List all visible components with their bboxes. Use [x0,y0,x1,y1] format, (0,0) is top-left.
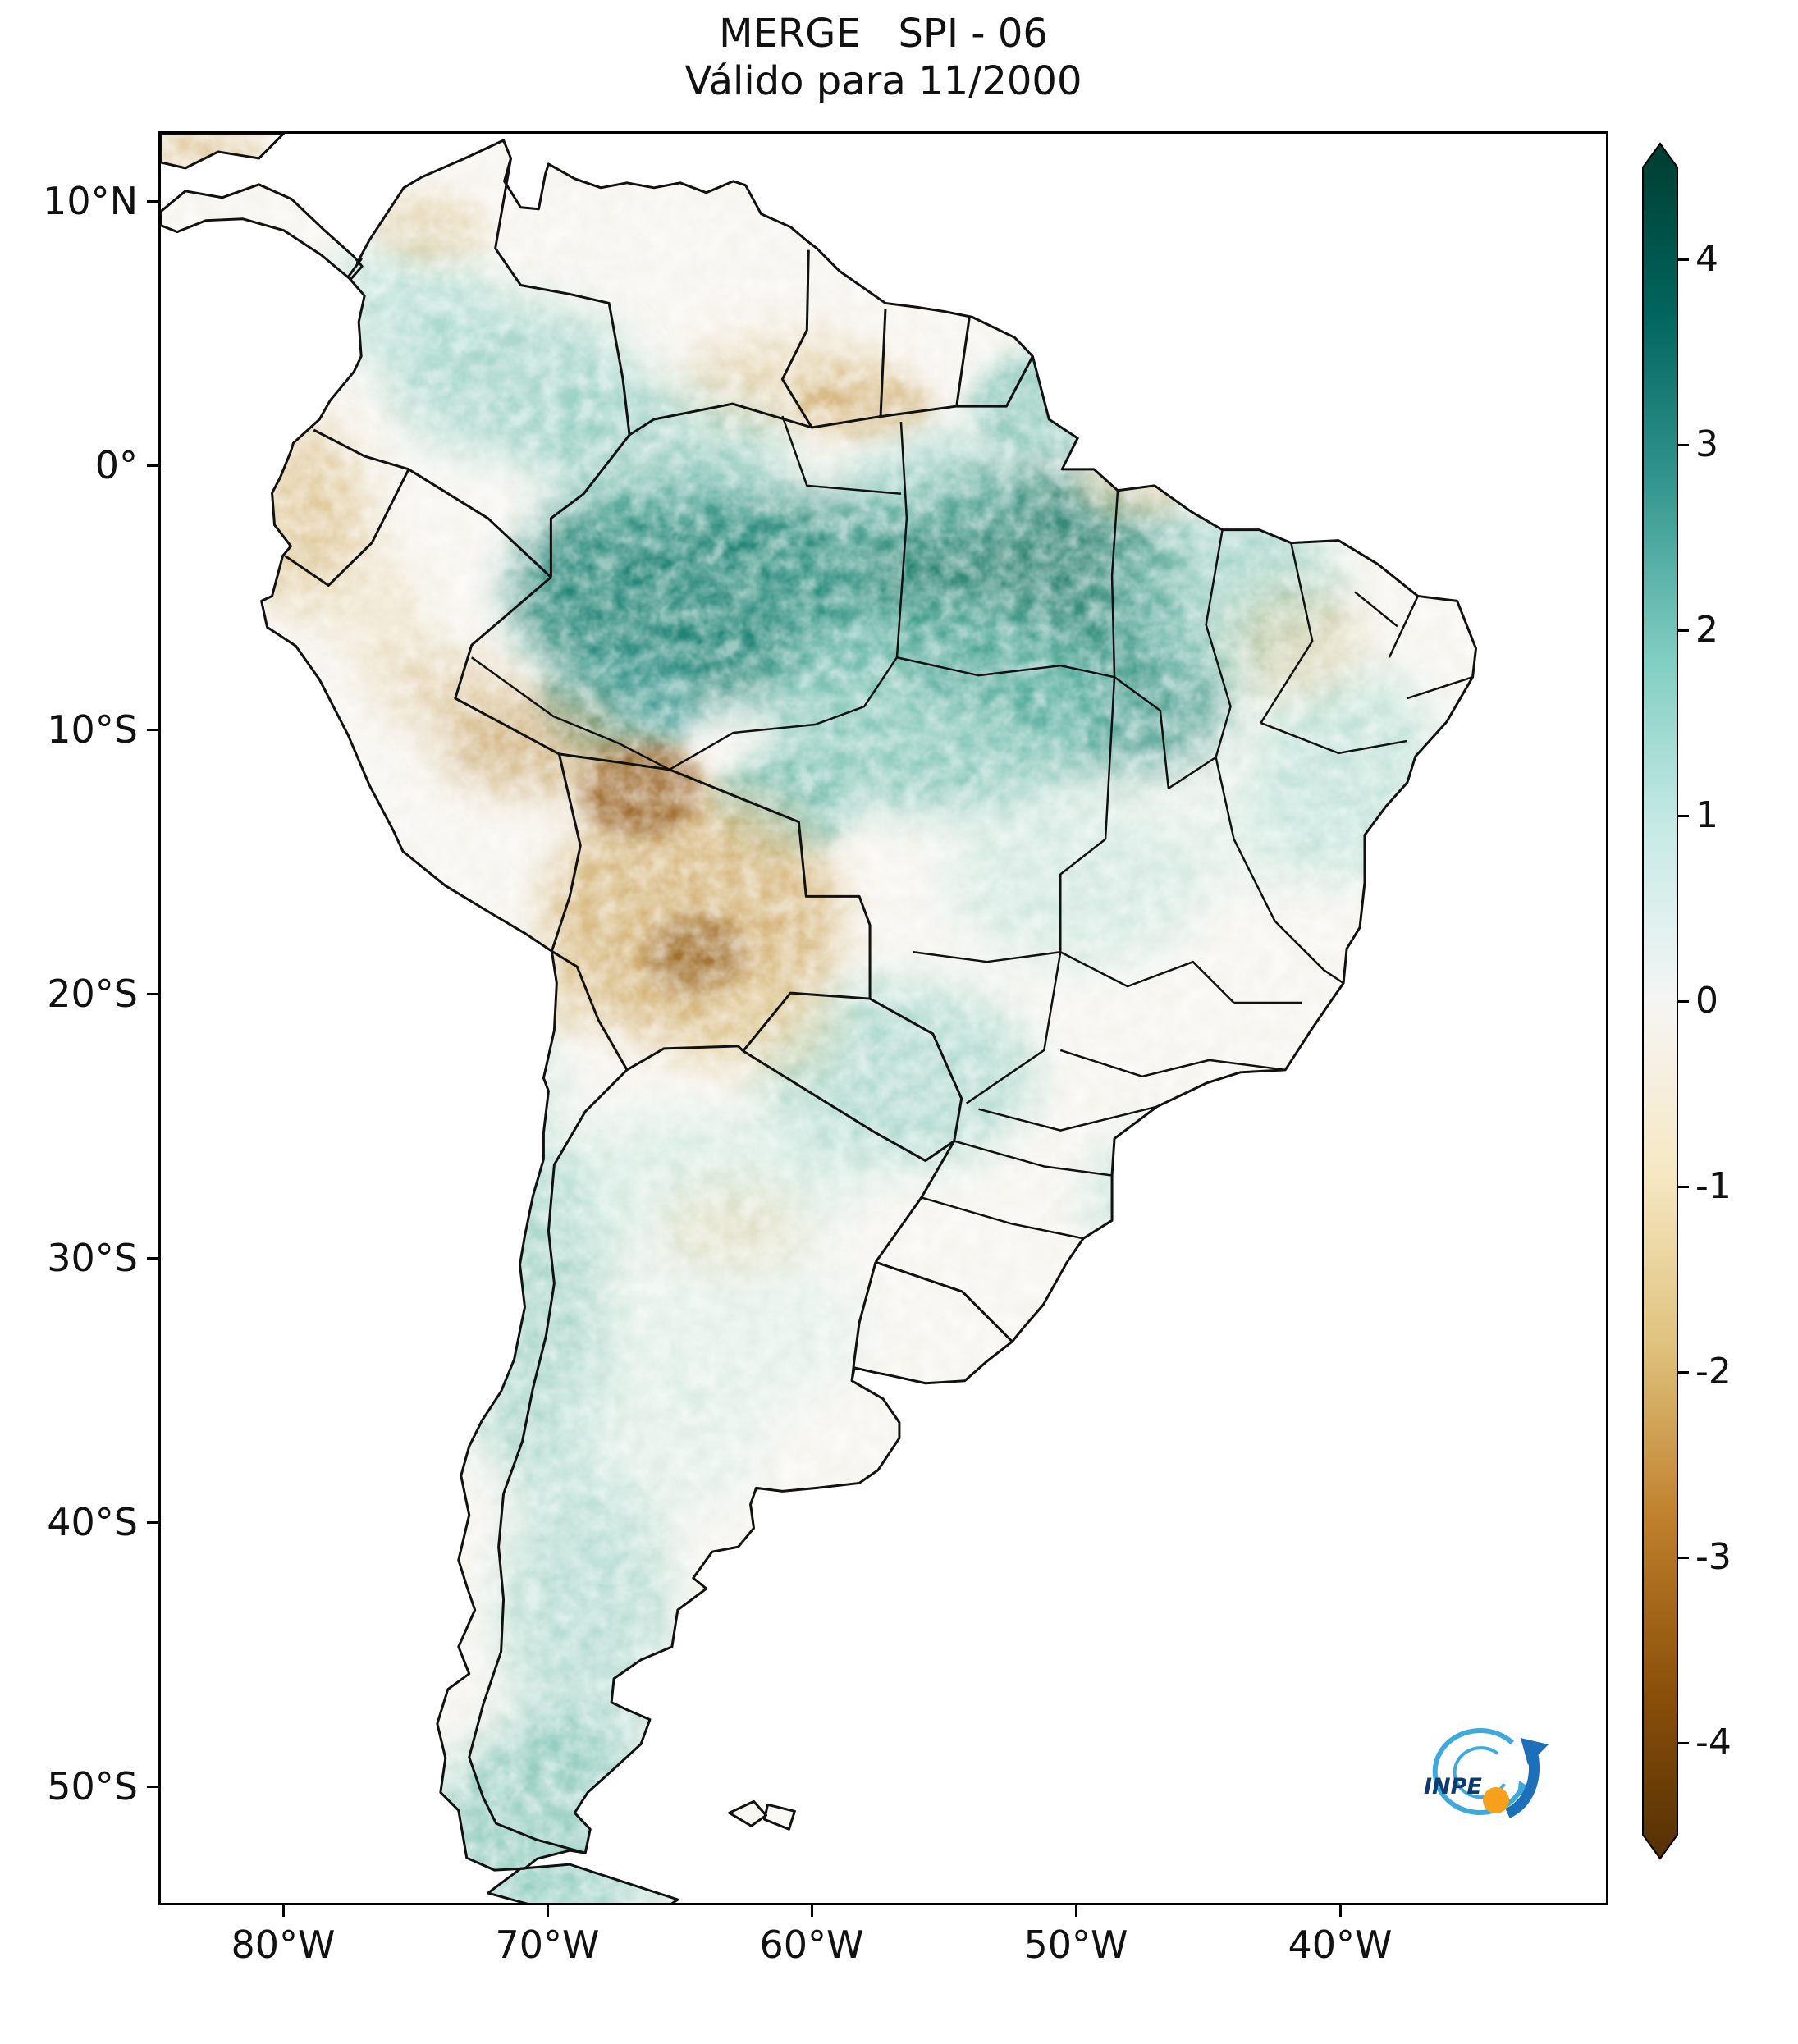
y-tickmark [147,464,158,467]
y-tick-label: 10°N [43,179,138,223]
x-tick-label: 60°W [759,1923,864,1967]
x-tickmark [1339,1905,1342,1917]
y-tick-label: 40°S [47,1500,138,1544]
y-tick-label: 10°S [47,707,138,752]
map-plot-area [158,131,1608,1905]
colorbar-tick-label: 2 [1695,609,1718,651]
colorbar-tick-label: -2 [1695,1351,1732,1392]
colorbar-tick-label: 4 [1695,238,1718,280]
x-tick-label: 50°W [1023,1923,1128,1967]
x-tick-label: 40°W [1288,1923,1393,1967]
colorbar-tick [1677,1742,1689,1744]
colorbar-gradient [1642,142,1678,1860]
y-tick-label: 20°S [47,972,138,1016]
colorbar-tick-label: -3 [1695,1536,1732,1578]
inpe-orange-sphere [1483,1787,1509,1813]
y-tickmark [147,1257,158,1260]
chart-title: MERGE SPI - 06 [719,11,1048,57]
colorbar [1642,142,1678,1860]
y-tick-label: 30°S [47,1236,138,1280]
inpe-logo: INPE [1424,1727,1549,1818]
south-america-map [161,134,1478,1903]
inpe-swirl-outer [1432,1727,1525,1815]
colorbar-tick [1677,815,1689,817]
y-tickmark [147,993,158,995]
colorbar-tick-label: 0 [1695,980,1718,1022]
colorbar-tick-label: -4 [1695,1722,1732,1763]
x-tickmark [282,1905,285,1917]
x-tick-label: 70°W [495,1923,600,1967]
x-tickmark [547,1905,549,1917]
y-tick-label: 0° [94,443,138,487]
colorbar-tick-label: -1 [1695,1165,1732,1207]
brazil-state-borders [470,415,1473,1240]
colorbar-tick-label: 3 [1695,423,1718,465]
colorbar-tick [1677,629,1689,632]
colorbar-tick [1677,1000,1689,1003]
x-tickmark [1075,1905,1077,1917]
country-borders [284,158,1034,1854]
title-block: MERGE SPI - 06 Válido para 11/2000 [158,10,1608,105]
raster-noise-texture [161,134,1476,1903]
inpe-logo-text: INPE [1424,1774,1482,1799]
chart-subtitle: Válido para 11/2000 [684,58,1082,104]
colorbar-tick-label: 1 [1695,794,1718,836]
colorbar-tick [1677,1186,1689,1188]
colorbar-tick [1677,1557,1689,1559]
y-tickmark [147,200,158,203]
y-tick-label: 50°S [47,1764,138,1809]
y-tickmark [147,729,158,731]
y-tickmark [147,1521,158,1524]
colorbar-tick [1677,444,1689,446]
colorbar-tick [1677,258,1689,261]
y-tickmark [147,1786,158,1788]
inpe-blue-arrowhead [1521,1738,1549,1765]
x-tickmark [811,1905,813,1917]
x-tick-label: 80°W [231,1923,336,1967]
colorbar-tick [1677,1371,1689,1374]
